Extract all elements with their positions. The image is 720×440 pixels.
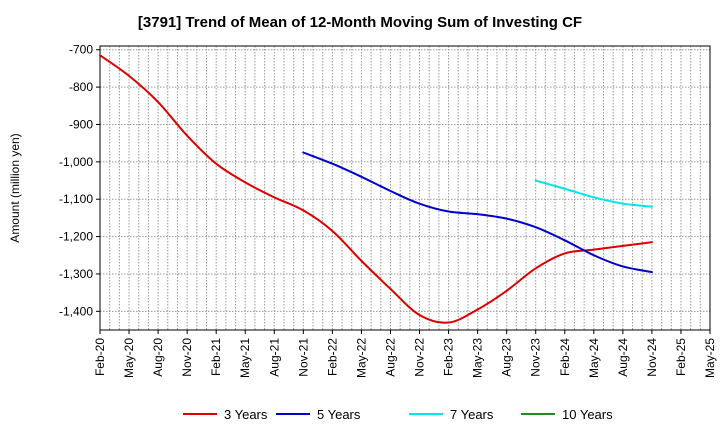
y-tick-label: -1,400: [59, 304, 93, 318]
x-tick-label: Feb-20: [93, 338, 107, 376]
chart-title: [3791] Trend of Mean of 12-Month Moving …: [137, 14, 583, 31]
x-tick-label: Nov-24: [645, 338, 659, 377]
series-line-5-years: [302, 151, 653, 274]
x-tick-label: Aug-20: [151, 338, 165, 377]
plot-frame: [99, 45, 711, 331]
y-tick-label: -1,200: [59, 230, 93, 244]
legend-label-10-years: 10 Years: [562, 407, 613, 422]
y-tick-label: -1,300: [59, 267, 93, 281]
x-tick-label: May-24: [587, 338, 601, 378]
x-tick-label: Feb-22: [325, 338, 339, 376]
x-tick-label: May-25: [703, 338, 717, 378]
x-tick-label: Aug-22: [383, 338, 397, 377]
y-tick-label: -1,000: [59, 155, 93, 169]
x-tick-label: Nov-20: [180, 338, 194, 377]
x-tick-label: Aug-23: [500, 338, 514, 377]
series-line-3-years: [99, 54, 653, 324]
y-tick-label: -1,100: [59, 192, 93, 206]
y-axis-label: Amount (million yen): [8, 133, 22, 242]
legend-label-7-years: 7 Years: [450, 407, 494, 422]
x-tick-label: Nov-22: [413, 338, 427, 377]
x-tick-label: Nov-23: [529, 338, 543, 377]
x-tick-label: Aug-24: [616, 338, 630, 377]
plot-area: [100, 46, 710, 330]
x-tick-label: May-20: [122, 338, 136, 378]
legend-label-3-years: 3 Years: [224, 407, 268, 422]
x-tick-label: Feb-25: [674, 338, 688, 376]
y-tick-label: -900: [69, 117, 93, 131]
x-tick-label: May-22: [354, 338, 368, 378]
x-tick-label: Nov-21: [296, 338, 310, 377]
series-line-7-years: [534, 179, 653, 208]
legend-label-5-years: 5 Years: [317, 407, 361, 422]
x-tick-label: Feb-23: [442, 338, 456, 376]
x-tick-label: Feb-24: [558, 338, 572, 376]
y-tick-label: -700: [69, 43, 93, 57]
x-tick-label: Aug-21: [267, 338, 281, 377]
x-tick-label: May-23: [471, 338, 485, 378]
y-tick-label: -800: [69, 80, 93, 94]
x-tick-label: Feb-21: [209, 338, 223, 376]
x-tick-label: May-21: [238, 338, 252, 378]
